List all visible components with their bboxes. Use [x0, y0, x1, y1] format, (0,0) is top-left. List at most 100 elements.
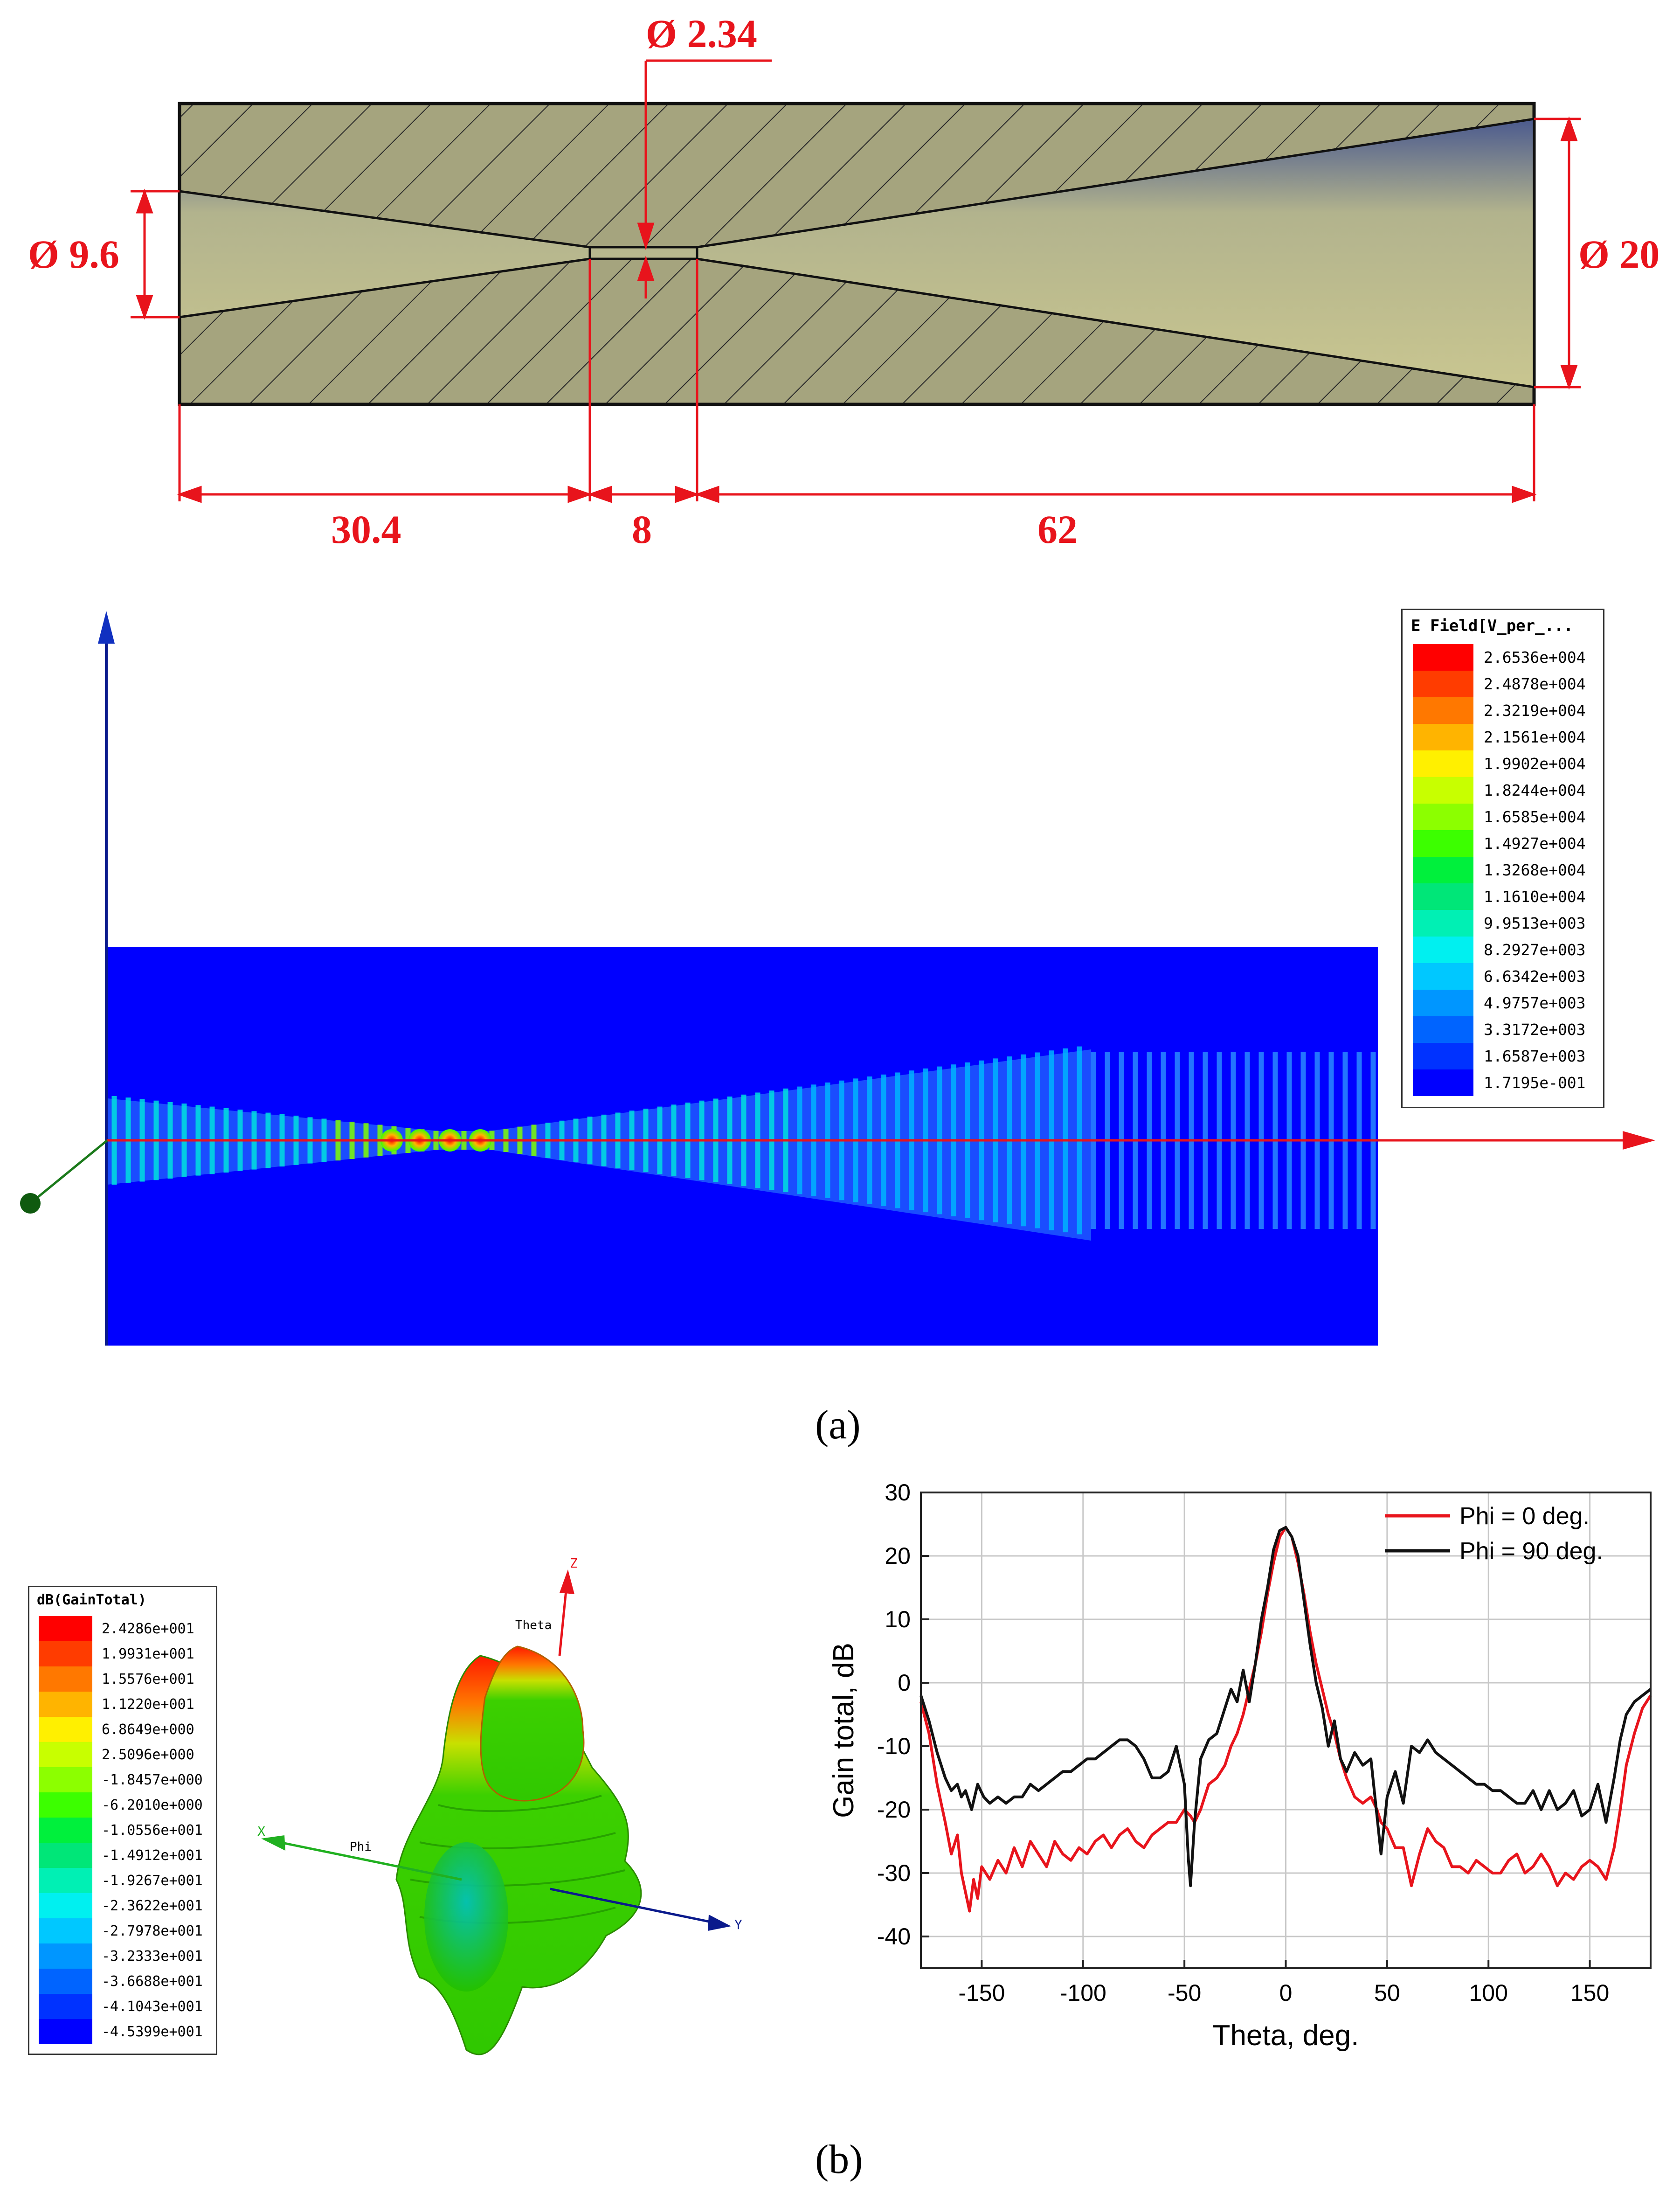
phi-label: Phi [350, 1840, 372, 1854]
gain-legend-row: 2.4286e+001 [39, 1616, 211, 1641]
gain-legend-row: -1.8457e+000 [39, 1767, 211, 1792]
efield-legend-row: 2.4878e+004 [1413, 671, 1599, 697]
x-tick-label: -100 [1060, 1980, 1106, 2006]
z-axis-label: Z [570, 1555, 578, 1571]
efield-legend-swatch [1413, 804, 1473, 830]
series-line-phi-0 [920, 1526, 1652, 1913]
efield-legend-row: 9.9513e+003 [1413, 910, 1599, 937]
gain-3d-panel: dB(GainTotal) 2.4286e+001 1.9931e+001 1.55… [0, 1469, 839, 2075]
gain-legend-row: 6.8649e+000 [39, 1717, 211, 1742]
length-left-label: 30.4 [331, 507, 401, 552]
caption-a: (a) [815, 1402, 861, 1448]
gain-legend-swatch [39, 1943, 92, 1969]
efield-legend-row: 2.6536e+004 [1413, 644, 1599, 671]
gain-legend-row: 2.5096e+000 [39, 1742, 211, 1767]
efield-legend-row: 6.6342e+003 [1413, 963, 1599, 990]
efield-legend-row: 1.9902e+004 [1413, 750, 1599, 777]
x-tick-label: 150 [1570, 1980, 1609, 2006]
right-diameter-label: Ø 20 [1578, 232, 1660, 277]
gain-legend-row: -3.2333e+001 [39, 1943, 211, 1969]
x-axis-label: X [257, 1824, 265, 1839]
gain-legend-row: -1.4912e+001 [39, 1843, 211, 1868]
efield-legend-row: 8.2927e+003 [1413, 937, 1599, 963]
legend-label: Phi = 90 deg. [1459, 1538, 1603, 1565]
gain-legend-swatch [39, 1767, 92, 1792]
efield-legend-value: 2.4878e+004 [1484, 675, 1586, 693]
efield-legend-value: 1.3268e+004 [1484, 861, 1586, 879]
efield-legend-row: 1.8244e+004 [1413, 777, 1599, 804]
efield-legend-value: 1.6585e+004 [1484, 808, 1586, 826]
gain-legend-row: 1.5576e+001 [39, 1666, 211, 1692]
gain-legend-value: -1.0556e+001 [102, 1822, 203, 1839]
efield-legend-row: 1.1610e+004 [1413, 883, 1599, 910]
length-right-label: 62 [1037, 507, 1078, 552]
gain-legend-row: -6.2010e+000 [39, 1792, 211, 1818]
gain-legend-value: -3.2333e+001 [102, 1948, 203, 1964]
x-axis-title: Theta, deg. [1213, 2020, 1359, 2052]
efield-legend-value: 1.1610e+004 [1484, 888, 1586, 906]
gain-legend-value: 2.5096e+000 [102, 1746, 194, 1763]
gain-legend-row: -2.7978e+001 [39, 1918, 211, 1943]
efield-legend-row: 3.3172e+003 [1413, 1016, 1599, 1043]
efield-legend-swatch [1413, 857, 1473, 883]
gain-legend-value: 1.1220e+001 [102, 1696, 194, 1713]
efield-legend-swatch [1413, 724, 1473, 750]
gain-legend-swatch [39, 1742, 92, 1767]
y-tick-label: 30 [885, 1479, 911, 1506]
efield-legend-swatch [1413, 1069, 1473, 1096]
gain-legend-value: 1.5576e+001 [102, 1671, 194, 1687]
gain-legend-title: dB(GainTotal) [37, 1592, 146, 1608]
gain-legend-value: -1.4912e+001 [102, 1847, 203, 1864]
efield-legend-value: 8.2927e+003 [1484, 941, 1586, 959]
efield-legend-swatch [1413, 697, 1473, 724]
efield-legend-row: 1.4927e+004 [1413, 830, 1599, 857]
efield-legend-value: 1.7195e-001 [1484, 1074, 1586, 1092]
efield-legend-value: 2.1561e+004 [1484, 728, 1586, 746]
efield-plot [20, 611, 1655, 1346]
efield-legend-swatch [1413, 750, 1473, 777]
gain-legend: dB(GainTotal) 2.4286e+001 1.9931e+001 1.55… [28, 1586, 217, 2055]
gain-legend-row: 1.9931e+001 [39, 1641, 211, 1666]
efield-legend-row: 2.3219e+004 [1413, 697, 1599, 724]
gain-legend-value: -6.2010e+000 [102, 1797, 203, 1813]
gain-3d-pattern [261, 1569, 731, 2055]
efield-legend-swatch [1413, 1043, 1473, 1069]
gain-legend-row: 1.1220e+001 [39, 1692, 211, 1717]
efield-legend-swatch [1413, 910, 1473, 937]
efield-legend-value: 1.4927e+004 [1484, 834, 1586, 853]
gain-legend-value: 1.9931e+001 [102, 1645, 194, 1662]
horn-drawing: Ø 2.34 Ø 9.6 Ø 20 30.4 8 62 [0, 0, 1680, 560]
gain-legend-swatch [39, 1843, 92, 1868]
efield-legend-swatch [1413, 963, 1473, 990]
y-tick-label: -10 [877, 1733, 911, 1759]
efield-legend-row: 1.6587e+003 [1413, 1043, 1599, 1069]
throat-diameter-label: Ø 2.34 [646, 11, 757, 56]
efield-legend-row: 2.1561e+004 [1413, 724, 1599, 750]
efield-legend-swatch [1413, 1016, 1473, 1043]
efield-legend-value: 2.6536e+004 [1484, 648, 1586, 666]
gain-legend-row: -4.5399e+001 [39, 2019, 211, 2044]
gain-legend-swatch [39, 1692, 92, 1717]
gain-main-lobe [480, 1645, 585, 1802]
efield-legend-title: E Field[V_per_... [1411, 617, 1573, 635]
gain-chart-svg: -150 -100 -50 0 50 100 150-40-30-20-100102030T… [828, 1479, 1652, 2052]
efield-legend-swatch [1413, 883, 1473, 910]
dimension-lines [131, 59, 1581, 503]
gain-legend-swatch [39, 1616, 92, 1641]
efield-simulation: E Field[V_per_... 2.6536e+004 2.4878e+004… [0, 592, 1680, 1367]
gain-chart: -150 -100 -50 0 50 100 150 -40 -30 -20 -10 0 10 20 30 T… [821, 1464, 1680, 2127]
x-axis-3d [279, 1841, 462, 1881]
gain-legend-swatch [39, 1868, 92, 1893]
caption-b: (b) [815, 2137, 863, 2182]
efield-legend-value: 3.3172e+003 [1484, 1020, 1586, 1039]
y-tick-label: 20 [885, 1543, 911, 1569]
gain-legend-value: -3.6688e+001 [102, 1973, 203, 1990]
gain-legend-value: 6.8649e+000 [102, 1721, 194, 1738]
gain-legend-row: -3.6688e+001 [39, 1969, 211, 1994]
y-tick-label: -20 [877, 1797, 911, 1823]
efield-legend-swatch [1413, 644, 1473, 671]
efield-legend-row: 1.6585e+004 [1413, 804, 1599, 830]
efield-legend-row: 1.7195e-001 [1413, 1069, 1599, 1096]
efield-legend-swatch [1413, 937, 1473, 963]
gain-legend-value: 2.4286e+001 [102, 1620, 194, 1637]
